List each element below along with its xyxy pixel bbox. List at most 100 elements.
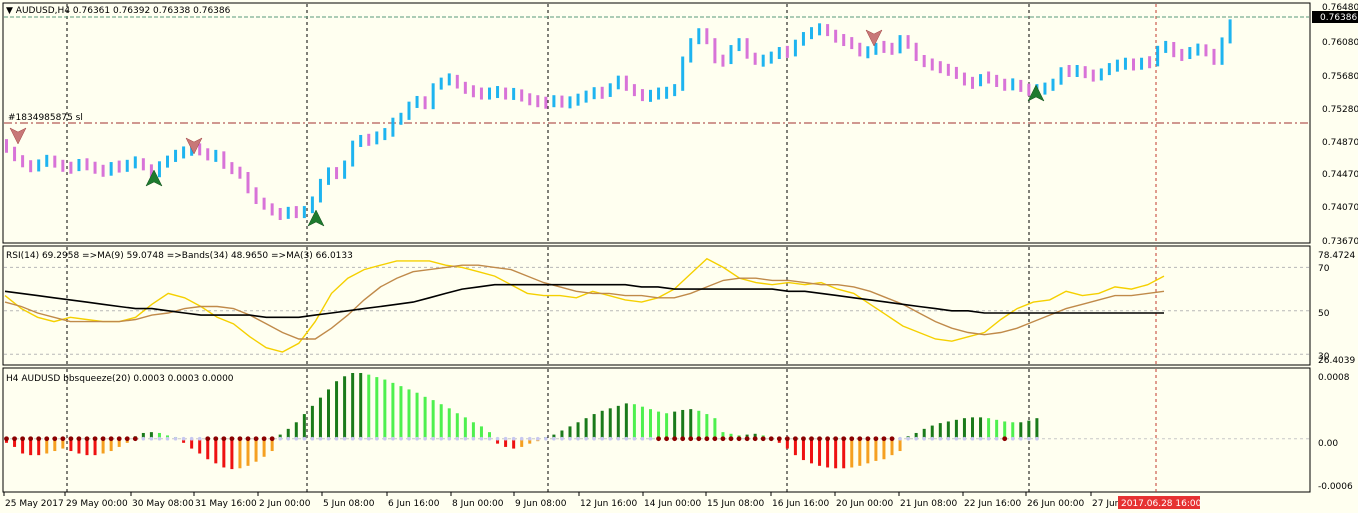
current-time-label: 2017.06.28 16:00 (1121, 499, 1202, 509)
no-squeeze-dot (375, 436, 379, 441)
squeeze-header: H4 AUDUSD bbsqueeze(20) 0.0003 0.0003 0.… (6, 374, 234, 384)
bull-bar (649, 89, 652, 102)
bear-bar (785, 45, 789, 58)
no-squeeze-dot (954, 436, 959, 441)
axis-labels: ▼ AUDUSD,H4 0.76361 0.76392 0.76338 0.76… (6, 6, 353, 384)
histogram-bar (423, 396, 427, 439)
no-squeeze-dot (439, 436, 444, 441)
squeeze-dot (245, 436, 251, 442)
rsi-ma-line (4, 264, 1165, 340)
bear-bar (93, 161, 97, 174)
bear-bar (938, 61, 942, 74)
bear-bar (721, 54, 725, 67)
histogram-bar (286, 428, 290, 439)
bull-bar (327, 167, 330, 185)
bear-bar (254, 187, 258, 204)
price-tick-label: 0.74870 (1322, 138, 1358, 148)
no-squeeze-dot (616, 436, 621, 441)
bear-bar (294, 206, 298, 219)
histogram-bar (729, 433, 733, 439)
no-squeeze-dot (592, 436, 596, 441)
no-squeeze-dot (495, 436, 500, 441)
no-squeeze-dot (1010, 436, 1015, 441)
histogram-bar (383, 379, 387, 439)
bull-bar (979, 74, 983, 87)
price-tick-label: 0.75680 (1322, 72, 1358, 82)
bear-bar (1172, 42, 1176, 58)
bull-bar (286, 206, 290, 219)
no-squeeze-dot (1035, 436, 1039, 441)
bear-bar (471, 85, 475, 98)
squeeze-dot (680, 436, 686, 442)
squeeze-panel-frame (2, 367, 1311, 493)
histogram-bar (1035, 418, 1039, 439)
price-tick-label: 0.73670 (1322, 237, 1358, 247)
histogram-bar (238, 438, 242, 469)
histogram-bar (262, 438, 266, 457)
no-squeeze-dot (962, 436, 967, 441)
bull-bar (673, 84, 677, 97)
bear-bar (560, 95, 564, 108)
no-squeeze-dot (970, 436, 975, 441)
bear-bar (198, 143, 202, 156)
no-squeeze-dot (286, 436, 291, 441)
bear-bar (367, 133, 371, 146)
bull-bar (777, 47, 781, 60)
histogram-bar (632, 404, 636, 439)
no-squeeze-dot (294, 436, 299, 441)
histogram-bar (214, 438, 218, 464)
no-squeeze-dot (898, 436, 902, 441)
histogram-bar (69, 438, 73, 452)
bear-bar (117, 160, 121, 173)
squeeze-dot (52, 436, 58, 442)
bull-bar (166, 155, 169, 168)
squeeze-dot (784, 436, 790, 442)
no-squeeze-dot (189, 436, 194, 441)
rsi-bands-line (4, 283, 1164, 319)
histogram-bar (890, 438, 894, 456)
histogram-bar (13, 438, 17, 447)
histogram-bar (1003, 421, 1007, 439)
bull-bar (689, 38, 693, 63)
bear-bar (528, 93, 532, 106)
histogram-bar (294, 422, 298, 439)
time-tick-label: 12 Jun 16:00 (580, 499, 637, 509)
no-squeeze-dot (141, 436, 146, 441)
histogram-bar (842, 438, 846, 469)
bull-bar (769, 51, 773, 64)
bear-bar (640, 89, 644, 102)
histogram-bar (447, 408, 451, 439)
histogram-bar (85, 438, 89, 456)
histogram-bar (455, 413, 459, 439)
no-squeeze-dot (423, 436, 427, 441)
no-squeeze-dot (479, 436, 484, 441)
histogram-bar (818, 438, 822, 466)
histogram-bar (938, 423, 942, 439)
histogram-bar (101, 438, 105, 454)
bear-bar (753, 52, 757, 65)
no-squeeze-dot (624, 436, 629, 441)
time-tick-label: 2 Jun 00:00 (259, 499, 311, 509)
squeeze-dot (825, 436, 830, 442)
squeeze-dot (696, 436, 702, 442)
squeeze-dot (4, 436, 9, 442)
bear-bar (463, 81, 467, 94)
bear-bar (5, 139, 8, 153)
no-squeeze-dot (157, 436, 162, 441)
bull-bar (584, 90, 588, 103)
histogram-bar (520, 438, 524, 447)
histogram-bar (53, 438, 57, 452)
histogram-bar (689, 409, 693, 439)
price-header: ▼ AUDUSD,H4 0.76361 0.76392 0.76338 0.76… (6, 6, 231, 16)
rsi-lines (4, 257, 1165, 353)
bull-bar (174, 149, 178, 162)
histogram-bar (367, 374, 371, 439)
bear-bar (971, 76, 974, 89)
histogram-bar (608, 408, 612, 439)
squeeze-dot (849, 436, 855, 442)
histogram-bar (407, 389, 411, 439)
bear-bar (53, 155, 57, 168)
no-squeeze-dot (608, 436, 613, 441)
